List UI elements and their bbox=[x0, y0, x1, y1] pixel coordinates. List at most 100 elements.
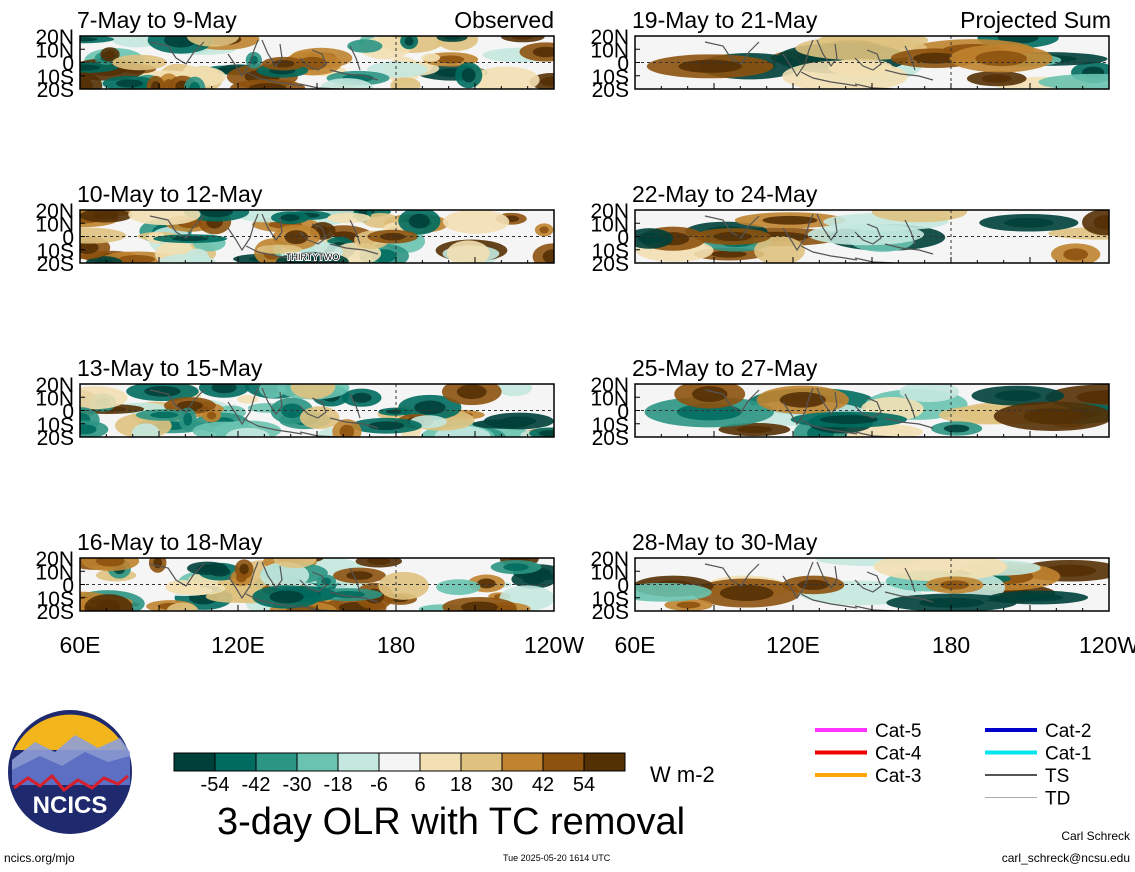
panel-title: 16-May to 18-May bbox=[77, 529, 263, 555]
colorbar-tick-label: -30 bbox=[283, 774, 312, 796]
colorbar-swatch bbox=[419, 752, 462, 772]
tc-legend-label: Cat-4 bbox=[875, 744, 922, 765]
lat-tick-label: 20N bbox=[35, 548, 74, 571]
olr-field bbox=[80, 384, 554, 437]
olr-field bbox=[80, 210, 554, 263]
olr-field bbox=[635, 384, 1109, 437]
tc-legend-item: TD bbox=[985, 789, 1070, 810]
corner-label-projected: Projected Sum bbox=[960, 7, 1111, 33]
coastline bbox=[704, 387, 934, 437]
colorbar-tick-label: -54 bbox=[201, 774, 230, 796]
figure-title: 3-day OLR with TC removal bbox=[217, 801, 686, 843]
lat-tick-label: 10N bbox=[35, 387, 74, 410]
colorbar: -54 -42 -30 -18 -6 6 18 30 42 54 bbox=[173, 752, 626, 796]
colorbar-swatch bbox=[460, 752, 503, 772]
lat-tick-label: 10N bbox=[590, 39, 629, 62]
lat-tick-label: 20N bbox=[590, 374, 629, 397]
lat-tick-label: 10S bbox=[37, 240, 74, 263]
lat-tick-label: 20N bbox=[590, 200, 629, 223]
ncics-logo: NCICS bbox=[8, 710, 132, 834]
lat-tick-label: 20N bbox=[35, 26, 74, 49]
tc-legend-label: TS bbox=[1045, 766, 1069, 787]
corner-label-observed: Observed bbox=[454, 7, 554, 33]
coastline bbox=[149, 387, 379, 437]
colorbar-tick-label: 54 bbox=[573, 774, 595, 796]
olr-field bbox=[635, 36, 1109, 89]
lat-tick-label: 0 bbox=[617, 227, 629, 250]
lat-tick-label: 20N bbox=[590, 26, 629, 49]
colorbar-tick-label: -18 bbox=[324, 774, 353, 796]
lat-tick-label: 0 bbox=[62, 575, 74, 598]
footer-author: Carl Schreck bbox=[1061, 829, 1130, 843]
coastline bbox=[704, 213, 934, 263]
lat-tick-label: 0 bbox=[62, 53, 74, 76]
tc-legend-label: Cat-2 bbox=[1045, 721, 1091, 742]
panel-title: 25-May to 27-May bbox=[632, 355, 818, 381]
panel-title: 19-May to 21-May bbox=[632, 7, 818, 33]
lat-tick-label: 0 bbox=[617, 575, 629, 598]
lat-tick-label: 10S bbox=[592, 66, 629, 89]
lat-tick-label: 20S bbox=[592, 79, 629, 102]
colorbar-swatch bbox=[583, 752, 626, 772]
colorbar-tick-label: 42 bbox=[532, 774, 554, 796]
lat-tick-label: 20S bbox=[37, 253, 74, 276]
colorbar-swatch bbox=[255, 752, 298, 772]
panel-title: 28-May to 30-May bbox=[632, 529, 818, 555]
colorbar-tick-label: -6 bbox=[370, 774, 388, 796]
colorbar-swatch bbox=[501, 752, 544, 772]
lat-tick-label: 20S bbox=[592, 253, 629, 276]
tc-legend-item: TS bbox=[985, 766, 1069, 787]
lat-tick-label: 0 bbox=[617, 401, 629, 424]
lat-tick-label: 10N bbox=[590, 387, 629, 410]
olr-field bbox=[635, 558, 1109, 611]
lat-tick-label: 10N bbox=[35, 213, 74, 236]
footer-url[interactable]: ncics.org/mjo bbox=[4, 851, 75, 865]
tc-legend-item: Cat-3 bbox=[815, 766, 921, 787]
lat-tick-label: 20S bbox=[592, 427, 629, 450]
colorbar-tick-label: 6 bbox=[414, 774, 425, 796]
lat-tick-label: 20N bbox=[590, 548, 629, 571]
panel-title: 7-May to 9-May bbox=[77, 7, 237, 33]
coastline bbox=[704, 39, 934, 89]
lat-tick-label: 20S bbox=[37, 427, 74, 450]
lat-tick-label: 10S bbox=[37, 588, 74, 611]
lat-tick-label: 10S bbox=[592, 414, 629, 437]
lon-tick-label: 120W bbox=[524, 632, 584, 658]
footer-email[interactable]: carl_schreck@ncsu.edu bbox=[1001, 851, 1130, 865]
units-label: W m-2 bbox=[650, 762, 715, 787]
colorbar-swatch bbox=[214, 752, 257, 772]
coastline bbox=[149, 213, 379, 263]
lon-tick-label: 120E bbox=[766, 632, 820, 658]
tc-legend-item: Cat-4 bbox=[815, 744, 922, 765]
lat-tick-label: 20S bbox=[37, 79, 74, 102]
lon-tick-label: 120E bbox=[211, 632, 265, 658]
lat-tick-label: 20S bbox=[37, 601, 74, 624]
colorbar-tick-label: -42 bbox=[242, 774, 271, 796]
lat-tick-label: 10S bbox=[37, 414, 74, 437]
colorbar-swatch bbox=[296, 752, 339, 772]
tc-legend-label: Cat-3 bbox=[875, 766, 921, 787]
coastline bbox=[704, 561, 934, 611]
panel-title: 10-May to 12-May bbox=[77, 181, 263, 207]
lat-tick-label: 10S bbox=[37, 66, 74, 89]
lat-tick-label: 20N bbox=[35, 374, 74, 397]
lat-tick-label: 10N bbox=[35, 561, 74, 584]
colorbar-swatch bbox=[173, 752, 216, 772]
lat-tick-label: 10N bbox=[35, 39, 74, 62]
tc-legend-label: TD bbox=[1045, 789, 1070, 810]
tc-legend-item: Cat-2 bbox=[985, 721, 1091, 742]
panel-title: 22-May to 24-May bbox=[632, 181, 818, 207]
lat-tick-label: 0 bbox=[617, 53, 629, 76]
tc-legend-item: Cat-1 bbox=[985, 744, 1091, 765]
lat-tick-label: 20N bbox=[35, 200, 74, 223]
colorbar-tick-label: 18 bbox=[450, 774, 472, 796]
lon-tick-label: 120W bbox=[1079, 632, 1135, 658]
olr-field bbox=[80, 36, 554, 89]
lat-tick-label: 20S bbox=[592, 601, 629, 624]
